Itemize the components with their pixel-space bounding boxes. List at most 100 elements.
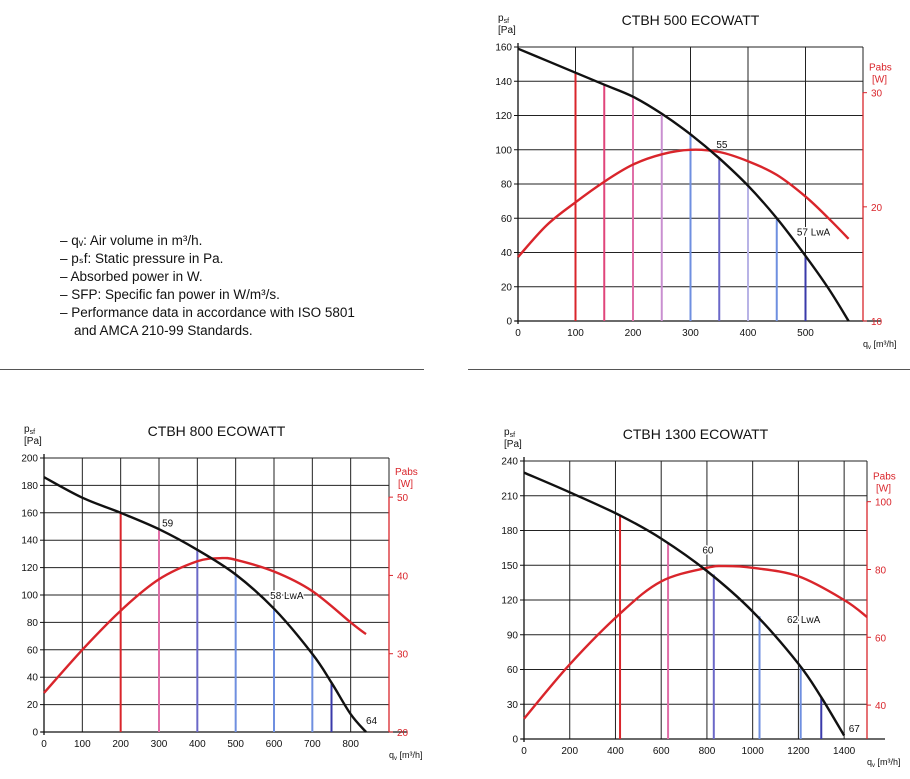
chart-title: CTBH 1300 ECOWATT [623,426,769,442]
x-tick-label: 700 [304,739,321,750]
y-tick-label: 30 [507,700,519,711]
y2-tick-label: 100 [875,498,892,509]
x-tick-label: 500 [227,739,244,750]
sound-level-label: 62 LwA [787,615,821,626]
note-standards: – Performance data in accordance with IS… [60,305,355,338]
y2-tick-label: 50 [397,493,409,504]
y-axis-unit: [Pa] [498,25,516,36]
x-tick-label: 500 [797,328,814,339]
y-tick-label: 100 [21,591,38,602]
x-tick-label: 1000 [742,746,765,757]
y-tick-label: 80 [27,618,39,629]
y-tick-label: 160 [495,43,512,54]
x-tick-label: 800 [699,746,716,757]
y-tick-label: 0 [32,728,38,739]
section-divider-right [468,369,910,370]
x-tick-label: 0 [515,328,521,339]
y-tick-label: 120 [21,563,38,574]
x-tick-label: 100 [567,328,584,339]
sound-level-label: 60 [702,546,714,557]
note-static-pressure: – pₛf: Static pressure in Pa. [60,251,224,266]
power-curve [517,148,850,258]
x-tick-label: 0 [41,739,47,750]
y2-tick-label: 40 [397,571,409,582]
y2-axis-label: Pabs [869,63,892,74]
y2-axis-label: Pabs [395,467,418,478]
note-air-volume: – qᵥ: Air volume in m³/h. [60,233,203,248]
y-tick-label: 160 [21,508,38,519]
x-tick-label: 800 [342,739,359,750]
y-axis-label: psf [498,13,509,25]
y-tick-label: 40 [501,248,513,259]
y-axis-label: psf [24,424,35,436]
y-tick-label: 60 [507,665,519,676]
y2-tick-label: 20 [397,728,409,739]
y-tick-label: 60 [27,645,39,656]
y2-tick-label: 60 [875,633,887,644]
chart-title: CTBH 800 ECOWATT [148,423,286,439]
sound-level-label: 59 [162,519,174,530]
y-axis-label: psf [504,427,515,439]
y2-tick-label: 30 [397,650,409,661]
sound-level-label: 58 LwA [270,591,304,602]
x-tick-label: 300 [682,328,699,339]
x-tick-label: 400 [189,739,206,750]
y2-tick-label: 10 [871,317,883,328]
x-tick-label: 400 [740,328,757,339]
x-tick-label: 400 [607,746,624,757]
chart-title: CTBH 500 ECOWATT [622,12,760,28]
y2-axis-unit: [W] [872,75,887,86]
y-tick-label: 90 [507,630,519,641]
x-tick-label: 1200 [787,746,810,757]
y-tick-label: 120 [501,596,518,607]
y2-axis-unit: [W] [876,484,891,495]
power-curve [43,556,367,694]
y-tick-label: 180 [501,526,518,537]
note-absorbed-power: – Absorbed power in W. [60,269,203,284]
pressure-curve [517,47,850,322]
x-tick-label: 600 [653,746,670,757]
x-tick-label: 300 [151,739,168,750]
y-tick-label: 180 [21,481,38,492]
y2-axis-unit: [W] [398,479,413,490]
sound-level-label: 55 [716,140,728,151]
x-axis-label: qv [m³/h] [389,750,423,762]
sound-level-label: 64 [366,716,378,727]
x-tick-label: 200 [561,746,578,757]
y2-axis-label: Pabs [873,472,896,483]
y-tick-label: 80 [501,180,513,191]
y-tick-label: 240 [501,457,518,468]
x-tick-label: 200 [112,739,129,750]
x-axis-label: qv [m³/h] [863,339,897,351]
y-tick-label: 150 [501,561,518,572]
note-sfp: – SFP: Specific fan power in W/m³/s. [60,287,280,302]
y-tick-label: 140 [21,536,38,547]
sound-level-label: 67 [849,724,861,735]
x-axis-label: qv [m³/h] [867,757,901,769]
pressure-curve [43,476,367,733]
y-tick-label: 210 [501,491,518,502]
y-tick-label: 0 [512,735,518,746]
y-tick-label: 40 [27,673,39,684]
x-tick-label: 100 [74,739,91,750]
y-tick-label: 60 [501,214,513,225]
y-axis-unit: [Pa] [504,439,522,450]
section-divider-left [0,369,424,370]
y2-tick-label: 20 [871,203,883,214]
x-tick-label: 600 [266,739,283,750]
y-tick-label: 120 [495,111,512,122]
y-tick-label: 20 [27,700,39,711]
y-tick-label: 0 [506,317,512,328]
y2-tick-label: 40 [875,701,887,712]
power-curve [523,564,868,720]
x-tick-label: 0 [521,746,527,757]
y-tick-label: 200 [21,454,38,465]
y2-tick-label: 30 [871,89,883,100]
y-tick-label: 20 [501,282,513,293]
x-tick-label: 200 [625,328,642,339]
y-tick-label: 140 [495,77,512,88]
y2-tick-label: 80 [875,565,887,576]
y-tick-label: 100 [495,145,512,156]
